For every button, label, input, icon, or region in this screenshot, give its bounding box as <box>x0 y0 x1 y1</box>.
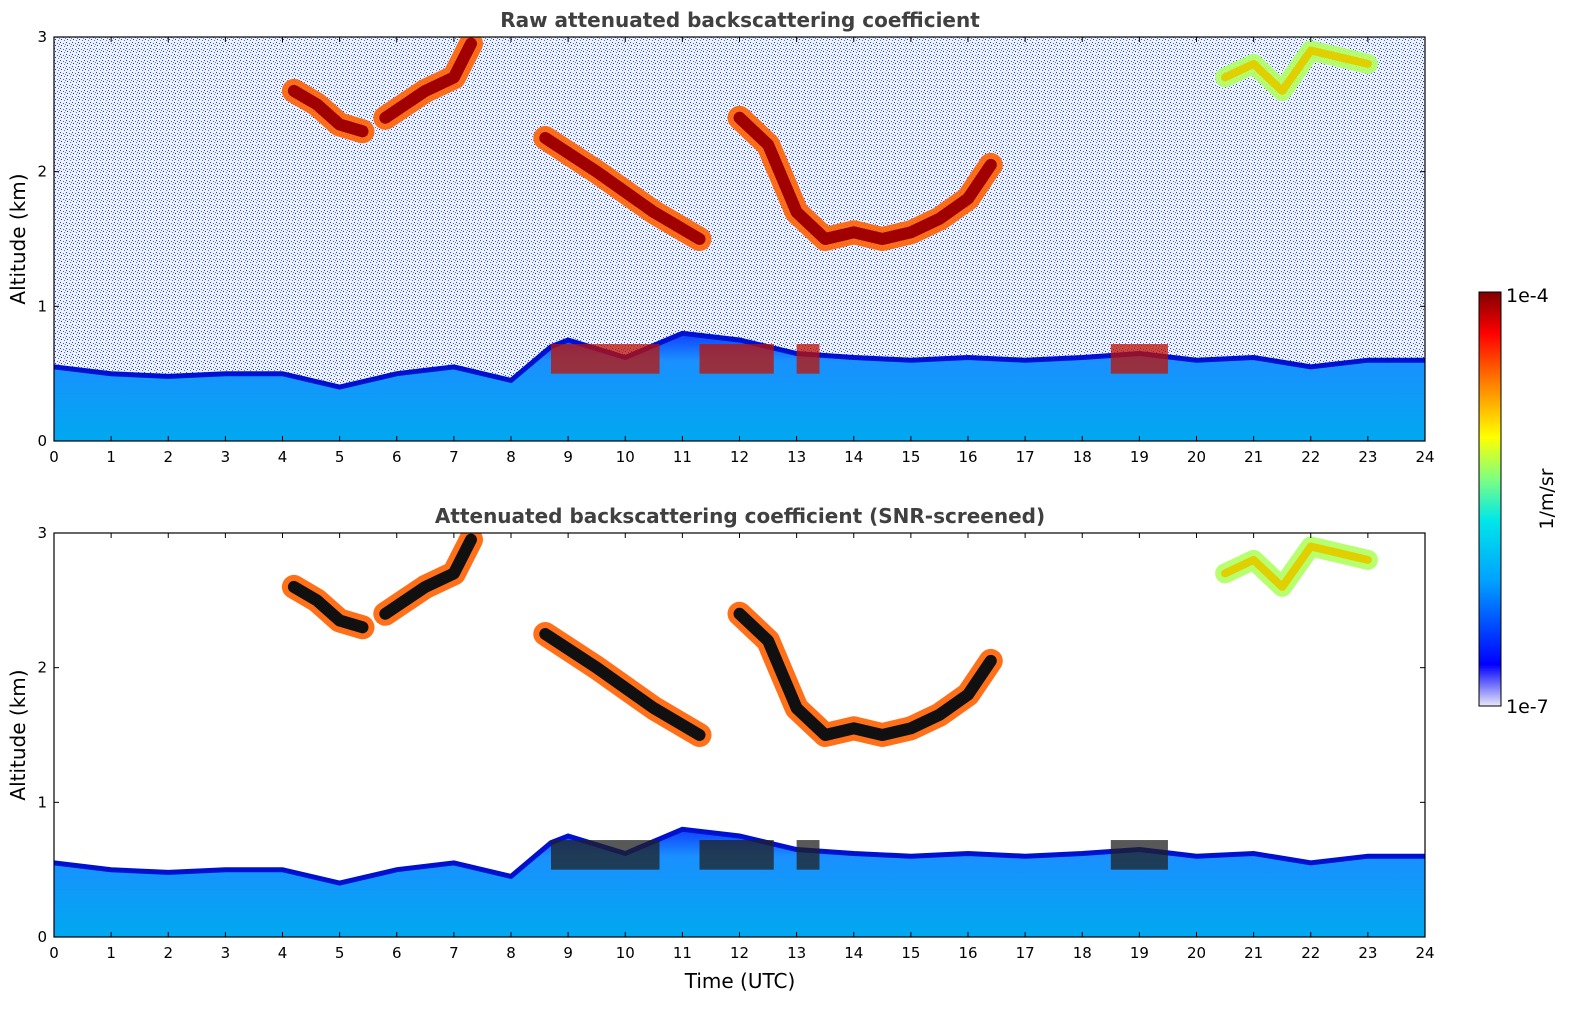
x-tick-label: 8 <box>506 944 516 962</box>
x-tick-label: 0 <box>49 944 59 962</box>
cloud-layer <box>539 628 706 741</box>
cloud-layer <box>287 580 369 634</box>
x-tick-label: 7 <box>449 448 459 466</box>
x-tick-label: 22 <box>1301 448 1320 466</box>
cloud-layer <box>733 111 997 245</box>
x-tick-label: 24 <box>1415 944 1434 962</box>
y-tick-label: 2 <box>37 659 47 677</box>
x-tick-label: 15 <box>901 944 920 962</box>
bl-cloud-patch <box>1110 344 1168 374</box>
x-tick-label: 6 <box>392 448 402 466</box>
cloud-layer <box>1221 46 1372 95</box>
x-tick-label: 10 <box>616 944 635 962</box>
bl-cloud-patch <box>699 344 774 374</box>
x-tick-label: 1 <box>106 448 116 466</box>
x-tick-label: 3 <box>221 448 231 466</box>
x-tick-label: 24 <box>1415 448 1434 466</box>
x-tick-label: 21 <box>1244 448 1263 466</box>
x-tick-label: 20 <box>1187 944 1206 962</box>
bl-cloud-patch <box>796 344 820 374</box>
y-ticks: 0 1 2 3 <box>37 524 1425 946</box>
x-tick-label: 9 <box>563 448 573 466</box>
x-tick-label: 14 <box>844 944 863 962</box>
bl-cloud-patch <box>796 840 820 870</box>
x-tick-label: 11 <box>673 448 692 466</box>
x-tick-label: 22 <box>1301 944 1320 962</box>
y-tick-label: 0 <box>37 928 47 946</box>
x-tick-label: 19 <box>1130 944 1149 962</box>
cloud-layer <box>733 607 997 741</box>
panel-screened: Attenuated backscattering coefficient (S… <box>6 504 1435 993</box>
plot-area <box>54 533 1425 937</box>
x-tick-label: 10 <box>616 448 635 466</box>
boundary-layer-top <box>54 330 1425 390</box>
y-tick-label: 2 <box>37 163 47 181</box>
colorbar: 1e-4 1e-7 1/m/sr <box>1478 285 1558 718</box>
x-tick-label: 19 <box>1130 448 1149 466</box>
x-tick-label: 2 <box>163 448 173 466</box>
y-tick-label: 3 <box>37 524 47 542</box>
x-tick-label: 4 <box>278 448 288 466</box>
x-tick-label: 13 <box>787 448 806 466</box>
bl-cloud-patch <box>550 840 660 870</box>
colorbar-gradient <box>1478 291 1502 707</box>
x-tick-label: 9 <box>563 944 573 962</box>
x-tick-label: 11 <box>673 944 692 962</box>
cloud-layer <box>1221 542 1372 591</box>
y-tick-label: 1 <box>37 793 47 811</box>
bl-cloud-patch <box>699 840 774 870</box>
x-tick-label: 12 <box>730 944 749 962</box>
plot-area <box>54 37 1425 441</box>
colorbar-max-label: 1e-4 <box>1506 285 1549 307</box>
y-ticks: 0 1 2 3 <box>37 28 1425 450</box>
x-tick-label: 14 <box>844 448 863 466</box>
x-tick-label: 18 <box>1073 448 1092 466</box>
x-tick-label: 5 <box>335 944 345 962</box>
x-tick-label: 1 <box>106 944 116 962</box>
panel-title: Attenuated backscattering coefficient (S… <box>435 504 1045 528</box>
x-ticks: 0 1 2 3 4 5 6 7 8 9 10 11 12 13 14 15 16 17 18 19 20 21 22 23 24 <box>49 37 1435 466</box>
x-tick-label: 12 <box>730 448 749 466</box>
colorbar-min-label: 1e-7 <box>1506 696 1549 718</box>
x-axis-label: Time (UTC) <box>684 969 796 993</box>
boundary-layer-top <box>54 826 1425 886</box>
x-tick-label: 5 <box>335 448 345 466</box>
x-tick-label: 3 <box>221 944 231 962</box>
x-tick-label: 21 <box>1244 944 1263 962</box>
cloud-layer <box>379 37 477 124</box>
x-ticks: 0 1 2 3 4 5 6 7 8 9 10 11 12 13 14 15 16 17 18 19 20 21 22 23 24 <box>49 533 1435 962</box>
cloud-layer <box>539 132 706 245</box>
boundary-layer-area <box>54 333 1425 441</box>
x-tick-label: 20 <box>1187 448 1206 466</box>
x-tick-label: 23 <box>1358 944 1377 962</box>
x-tick-label: 13 <box>787 944 806 962</box>
x-tick-label: 23 <box>1358 448 1377 466</box>
cloud-layer <box>287 84 369 138</box>
bl-cloud-patch <box>1110 840 1168 870</box>
panel-title: Raw attenuated backscattering coefficien… <box>500 8 980 32</box>
x-tick-label: 16 <box>958 448 977 466</box>
y-tick-label: 1 <box>37 297 47 315</box>
y-axis-label: Altitude (km) <box>6 173 30 304</box>
x-tick-label: 17 <box>1016 448 1035 466</box>
x-tick-label: 8 <box>506 448 516 466</box>
x-tick-label: 18 <box>1073 944 1092 962</box>
x-tick-label: 6 <box>392 944 402 962</box>
panel-raw: Raw attenuated backscattering coefficien… <box>6 8 1435 466</box>
y-tick-label: 3 <box>37 28 47 46</box>
colorbar-unit-label: 1/m/sr <box>1536 468 1558 529</box>
x-tick-label: 0 <box>49 448 59 466</box>
y-axis-label: Altitude (km) <box>6 669 30 800</box>
bl-cloud-patch <box>550 344 660 374</box>
cloud-layer <box>379 533 477 620</box>
x-tick-label: 2 <box>163 944 173 962</box>
x-tick-label: 16 <box>958 944 977 962</box>
x-tick-label: 7 <box>449 944 459 962</box>
x-tick-label: 17 <box>1016 944 1035 962</box>
boundary-layer-area <box>54 829 1425 937</box>
x-tick-label: 15 <box>901 448 920 466</box>
x-tick-label: 4 <box>278 944 288 962</box>
y-tick-label: 0 <box>37 432 47 450</box>
